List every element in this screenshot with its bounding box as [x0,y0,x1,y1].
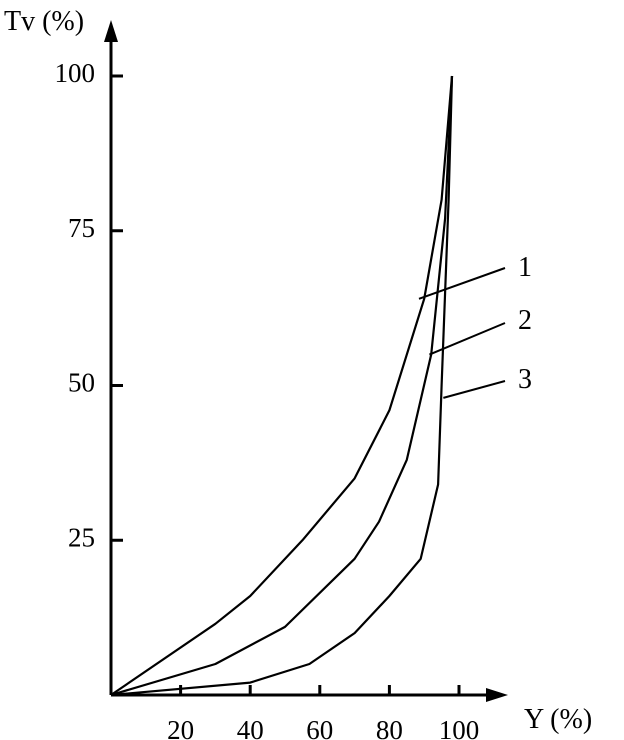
leader-line-1 [418,267,506,300]
x-tick-label-80: 80 [376,715,403,740]
series-line-2 [110,75,454,697]
series-line-3 [110,75,454,697]
axes [104,20,508,702]
x-tick-label-40: 40 [237,715,264,740]
x-tick-label-100: 100 [439,715,480,740]
x-axis-label: Y (%) [524,704,592,735]
x-tick-label-20: 20 [167,715,194,740]
leader-line-2 [429,322,506,356]
y-axis-label: Tv (%) [4,6,84,37]
x-tick-label-60: 60 [306,715,333,740]
x-ticks: 20 40 60 80 100 [167,685,479,740]
y-tick-label-100: 100 [55,58,96,88]
x-axis-arrow [486,688,508,702]
series-label-3: 3 [518,364,532,395]
y-axis-arrow [104,20,118,42]
leader-line-3 [443,380,506,399]
y-tick-label-75: 75 [68,213,95,243]
series-label-1: 1 [518,252,532,283]
series-labels: 1 2 3 [418,252,532,399]
y-ticks: 25 50 75 100 [55,58,123,552]
series-layer [110,75,454,697]
series-label-2: 2 [518,305,532,336]
y-tick-label-50: 50 [68,368,95,398]
series-line-1 [110,75,454,696]
y-tick-label-25: 25 [68,522,95,552]
